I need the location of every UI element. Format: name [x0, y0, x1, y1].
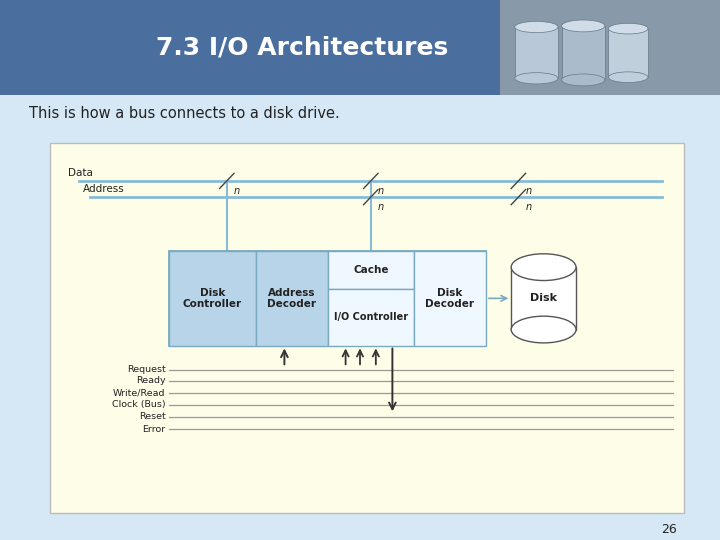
Text: Ready: Ready [136, 376, 166, 385]
Ellipse shape [515, 22, 558, 32]
Ellipse shape [511, 316, 576, 343]
Text: 7.3 I/O Architectures: 7.3 I/O Architectures [156, 35, 449, 59]
Text: Disk
Controller: Disk Controller [183, 287, 242, 309]
Bar [50, 143, 684, 513]
Text: n: n [378, 202, 384, 213]
Bar [169, 251, 256, 346]
Text: Error: Error [143, 425, 166, 434]
Bar [0, 0, 720, 94]
Text: n: n [234, 186, 240, 197]
Text: Reset: Reset [139, 413, 166, 421]
Text: n: n [526, 202, 532, 213]
Text: n: n [526, 186, 532, 197]
Text: Disk: Disk [530, 293, 557, 303]
Ellipse shape [608, 72, 648, 83]
Ellipse shape [608, 23, 648, 34]
Text: Address: Address [83, 184, 125, 194]
Text: Clock (Bus): Clock (Bus) [112, 401, 166, 409]
Bar [515, 27, 558, 78]
Text: Cache: Cache [353, 265, 389, 275]
Text: Disk
Decoder: Disk Decoder [426, 287, 474, 309]
Bar [169, 251, 486, 346]
Bar [328, 289, 414, 346]
Text: Data: Data [68, 168, 94, 178]
Ellipse shape [562, 74, 605, 86]
Bar [608, 29, 648, 77]
Text: I/O Controller: I/O Controller [334, 312, 408, 322]
Bar [500, 0, 720, 94]
Ellipse shape [562, 20, 605, 32]
Text: 26: 26 [661, 523, 677, 536]
Ellipse shape [515, 73, 558, 84]
Bar [414, 251, 486, 346]
Text: n: n [378, 186, 384, 197]
Bar [256, 251, 328, 346]
Text: Write/Read: Write/Read [113, 389, 166, 397]
Text: Address
Decoder: Address Decoder [267, 287, 316, 309]
Ellipse shape [511, 254, 576, 281]
Text: This is how a bus connects to a disk drive.: This is how a bus connects to a disk dri… [29, 106, 340, 121]
Text: Request: Request [127, 366, 166, 374]
Bar [511, 267, 576, 329]
Bar [562, 26, 605, 80]
Bar [328, 251, 414, 289]
